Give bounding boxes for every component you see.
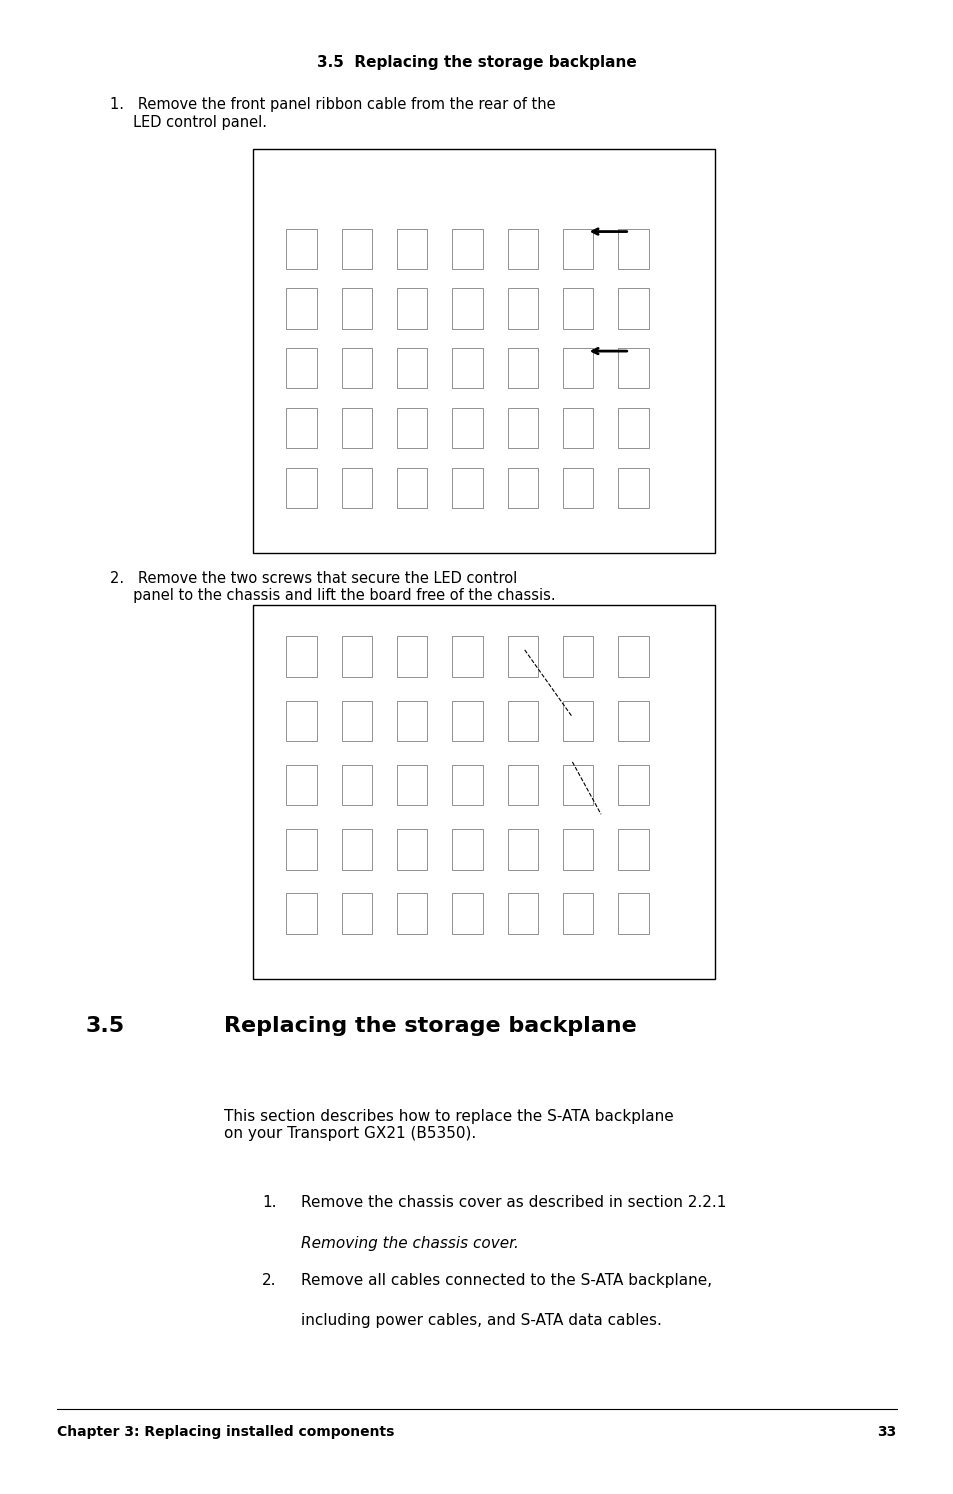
Bar [507,229,537,269]
Bar [507,348,537,388]
Bar [396,829,427,870]
Bar [452,288,482,329]
Bar [286,636,316,677]
Bar [507,829,537,870]
Bar [286,829,316,870]
Bar [253,149,715,553]
Bar [286,408,316,448]
Bar [286,701,316,741]
Bar [562,765,593,805]
Bar [562,288,593,329]
Text: 2.: 2. [262,1273,276,1288]
Bar [396,468,427,508]
Bar [396,408,427,448]
Bar [341,229,372,269]
Bar [396,893,427,934]
Bar [452,636,482,677]
Bar [452,348,482,388]
Bar [286,229,316,269]
Text: 1.: 1. [262,1195,276,1210]
Bar [396,288,427,329]
Bar [452,229,482,269]
Bar [341,636,372,677]
Bar [618,288,648,329]
Bar [562,829,593,870]
Bar [618,229,648,269]
Bar [341,701,372,741]
Bar [507,701,537,741]
Bar [396,348,427,388]
Bar [618,468,648,508]
Text: Removing the chassis cover.: Removing the chassis cover. [300,1236,517,1250]
Bar [286,893,316,934]
Bar [286,468,316,508]
Bar [452,765,482,805]
Bar [562,348,593,388]
Bar [618,408,648,448]
Bar [452,468,482,508]
Bar [452,829,482,870]
Bar [396,765,427,805]
Text: 33: 33 [877,1425,896,1439]
Bar [507,893,537,934]
Bar [618,893,648,934]
Text: This section describes how to replace the S-ATA backplane
on your Transport GX21: This section describes how to replace th… [224,1109,673,1141]
Bar [562,229,593,269]
Bar [286,288,316,329]
Bar [618,701,648,741]
Bar [507,288,537,329]
Bar [562,408,593,448]
Bar [396,701,427,741]
Bar [341,765,372,805]
Bar [341,829,372,870]
Text: 3.5: 3.5 [86,1016,125,1035]
Text: Remove the chassis cover as described in section 2.2.1: Remove the chassis cover as described in… [300,1195,725,1210]
Text: 1.   Remove the front panel ribbon cable from the rear of the
     LED control p: 1. Remove the front panel ribbon cable f… [110,97,555,130]
Bar [286,348,316,388]
Bar [562,701,593,741]
Text: Replacing the storage backplane: Replacing the storage backplane [224,1016,637,1035]
Bar [341,893,372,934]
Bar [341,408,372,448]
Bar [618,829,648,870]
Bar [507,765,537,805]
Bar [341,348,372,388]
Bar [286,765,316,805]
Bar [562,468,593,508]
Bar [452,408,482,448]
Text: Remove all cables connected to the S-ATA backplane,: Remove all cables connected to the S-ATA… [300,1273,711,1288]
Bar [452,893,482,934]
Bar [562,636,593,677]
Bar [341,468,372,508]
Bar [507,468,537,508]
Bar [396,229,427,269]
Text: Chapter 3: Replacing installed components: Chapter 3: Replacing installed component… [57,1425,395,1439]
Bar [618,348,648,388]
Bar [562,893,593,934]
Bar [452,701,482,741]
Bar [396,636,427,677]
Text: including power cables, and S-ATA data cables.: including power cables, and S-ATA data c… [300,1313,660,1328]
Text: 2.   Remove the two screws that secure the LED control
     panel to the chassis: 2. Remove the two screws that secure the… [110,571,555,604]
Bar [341,288,372,329]
Text: 3.5  Replacing the storage backplane: 3.5 Replacing the storage backplane [316,55,637,70]
Bar [618,765,648,805]
Bar [253,605,715,979]
Bar [618,636,648,677]
Bar [507,408,537,448]
Bar [507,636,537,677]
